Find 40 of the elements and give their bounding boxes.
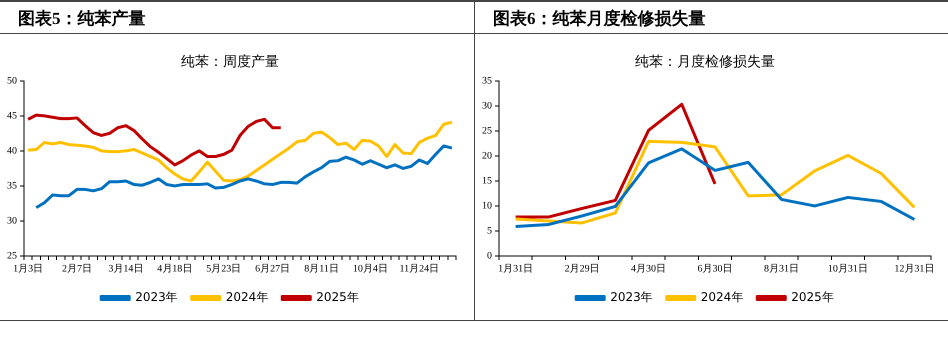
y-tick-label: 35 <box>482 75 492 86</box>
x-tick-label: 4月30日 <box>631 264 666 275</box>
y-tick-label: 30 <box>7 216 17 227</box>
x-tick-label: 1月31日 <box>498 264 534 275</box>
x-tick-label: 2月7日 <box>62 264 92 275</box>
y-tick-label: 0 <box>487 250 492 262</box>
x-tick-label: 5月23日 <box>206 264 242 275</box>
x-tick-label: 6月30日 <box>698 264 732 275</box>
y-tick-label: 30 <box>482 100 492 112</box>
x-tick-label: 2月29日 <box>564 264 600 275</box>
x-tick-label: 1月3日 <box>13 264 44 275</box>
y-tick-label: 10 <box>482 200 492 212</box>
chart-title: 图表5：纯苯产量 <box>0 0 474 34</box>
legend-label: 2024年 <box>226 290 268 304</box>
y-tick-label: 40 <box>7 146 17 157</box>
legend-label: 2024年 <box>700 290 744 304</box>
legend-label: 2023年 <box>610 290 653 304</box>
x-tick-label: 6月27日 <box>255 264 290 275</box>
y-tick-label: 25 <box>482 125 492 136</box>
y-tick-label: 5 <box>487 226 492 237</box>
legend-label: 2023年 <box>135 290 178 304</box>
x-tick-label: 10月4日 <box>352 264 388 275</box>
chart-title: 图表6：纯苯月度检修损失量 <box>474 0 948 34</box>
x-tick-label: 12月31日 <box>894 264 934 275</box>
x-tick-label: 3月14日 <box>108 264 144 275</box>
y-tick-label: 35 <box>7 180 17 192</box>
x-tick-label: 10月31日 <box>828 264 868 275</box>
chart-subtitle: 纯苯：月度检修损失量 <box>635 54 775 70</box>
y-tick-label: 25 <box>7 250 17 262</box>
y-tick-label: 50 <box>7 75 17 86</box>
y-tick-label: 45 <box>7 110 17 122</box>
x-tick-label: 11月24日 <box>400 264 440 275</box>
x-tick-label: 8月31日 <box>764 264 799 275</box>
x-tick-label: 4月18日 <box>157 264 192 275</box>
x-tick-label: 8月11日 <box>304 264 339 275</box>
chart-subtitle: 纯苯：周度产量 <box>181 54 279 70</box>
legend-label: 2025年 <box>791 290 834 304</box>
legend-label: 2025年 <box>316 290 359 304</box>
y-tick-label: 20 <box>482 150 492 162</box>
y-tick-label: 15 <box>482 176 492 187</box>
